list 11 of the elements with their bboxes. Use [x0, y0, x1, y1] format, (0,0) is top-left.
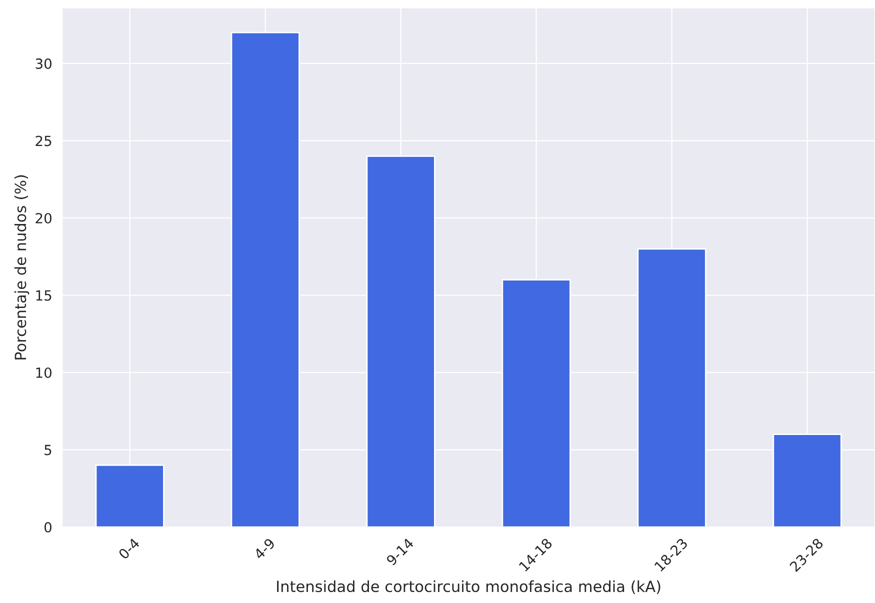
y-tick-label: 30 — [36, 58, 52, 69]
y-tick-label: 15 — [36, 290, 52, 301]
x-tick-label: 4-9 — [253, 538, 276, 560]
y-axis-title: Porcentaje de nudos (%) — [14, 175, 30, 360]
x-axis-title: Intensidad de cortocircuito monofasica media (kA) — [277, 580, 660, 594]
y-tick-label: 20 — [36, 212, 52, 224]
y-tick-label: 0 — [44, 522, 52, 532]
x-tick-label: 0-4 — [118, 537, 140, 560]
y-tick-label: 10 — [36, 367, 52, 378]
y-tick-label: 5 — [44, 444, 52, 456]
y-tick-label: 25 — [36, 136, 52, 146]
